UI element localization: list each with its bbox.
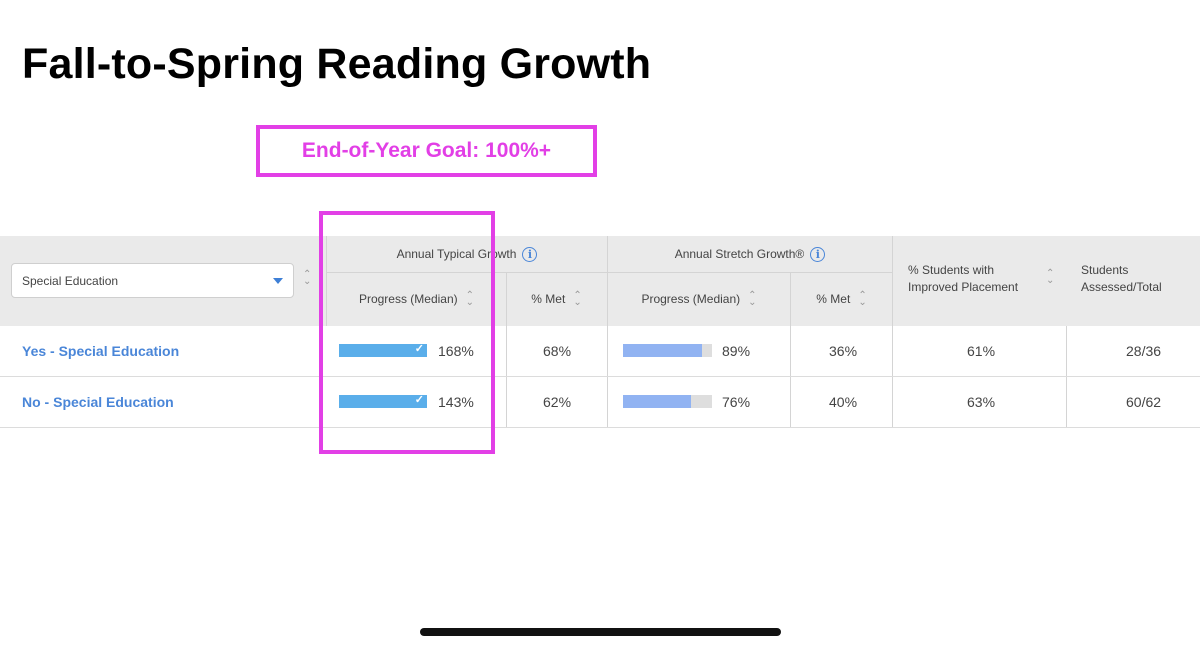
- divider: [1066, 377, 1067, 427]
- divider: [892, 377, 893, 427]
- table-header: Special Education ⌃ ⌄ Annual Typical Grow…: [0, 236, 1200, 326]
- sort-icon[interactable]: ⌃ ⌄: [465, 290, 475, 308]
- column-header-typical-met[interactable]: % Met ⌃ ⌄: [506, 272, 607, 326]
- divider: [892, 236, 893, 326]
- divider: [506, 377, 507, 427]
- table-row: Yes - Special Education ✓ 168% 68% 89% 3…: [0, 326, 1200, 377]
- group-stretch-label: Annual Stretch Growth®: [674, 247, 805, 261]
- divider: [607, 326, 608, 376]
- improved-value: 63%: [967, 394, 996, 410]
- goal-text: End-of-Year Goal: 100%+: [301, 139, 552, 162]
- assessed-value: 60/62: [1126, 394, 1162, 410]
- column-label: Progress (Median): [358, 292, 458, 306]
- goal-callout: End-of-Year Goal: 100%+: [256, 125, 597, 177]
- typical-progress-bar: ✓: [339, 343, 427, 357]
- assessed-value: 28/36: [1126, 343, 1162, 359]
- column-header-assessed[interactable]: Students Assessed/Total: [1081, 262, 1191, 302]
- stretch-progress-bar: [623, 344, 712, 357]
- divider: [607, 236, 608, 326]
- typical-progress-bar: ✓: [339, 394, 427, 408]
- sort-icon[interactable]: ⌃ ⌄: [1046, 268, 1055, 286]
- typical-met-value: 68%: [543, 343, 572, 359]
- stretch-met-value: 40%: [829, 394, 858, 410]
- column-label: % Met: [531, 292, 566, 306]
- filter-select[interactable]: Special Education: [11, 263, 294, 298]
- row-link-no-special-education[interactable]: No - Special Education: [22, 394, 174, 410]
- check-icon: ✓: [414, 343, 424, 355]
- column-header-stretch-met[interactable]: % Met ⌃ ⌄: [791, 272, 892, 326]
- sort-icon[interactable]: ⌃ ⌄: [303, 269, 312, 287]
- improved-value: 61%: [967, 343, 996, 359]
- divider: [506, 272, 507, 326]
- stretch-progress-value: 89%: [722, 343, 751, 359]
- table-row: No - Special Education ✓ 143% 62% 76% 40…: [0, 377, 1200, 428]
- column-label: % Met: [816, 292, 851, 306]
- typical-progress-fill: [339, 344, 427, 357]
- typical-progress-value: 168%: [438, 343, 474, 359]
- divider: [506, 326, 507, 376]
- divider: [326, 236, 327, 326]
- divider: [892, 326, 893, 376]
- divider: [327, 272, 892, 273]
- check-icon: ✓: [414, 394, 424, 406]
- stretch-met-value: 36%: [829, 343, 858, 359]
- column-header-improved[interactable]: % Students with Improved Placement: [908, 262, 1038, 302]
- home-indicator: [420, 628, 781, 636]
- column-label: Students Assessed/Total: [1081, 263, 1162, 294]
- divider: [607, 377, 608, 427]
- info-icon[interactable]: i: [810, 246, 826, 262]
- divider: [790, 272, 791, 326]
- row-link-yes-special-education[interactable]: Yes - Special Education: [22, 343, 180, 359]
- growth-table: Special Education ⌃ ⌄ Annual Typical Grow…: [0, 236, 1200, 428]
- divider: [790, 377, 791, 427]
- info-icon[interactable]: i: [522, 246, 538, 262]
- column-label: Progress (Median): [641, 292, 741, 306]
- group-typical-label: Annual Typical Growth: [396, 247, 517, 261]
- column-header-typical-progress[interactable]: Progress (Median) ⌃ ⌄: [327, 272, 506, 326]
- column-header-stretch-progress[interactable]: Progress (Median) ⌃ ⌄: [608, 272, 790, 326]
- stretch-progress-fill: [623, 395, 691, 408]
- typical-progress-value: 143%: [438, 394, 474, 410]
- divider: [790, 326, 791, 376]
- group-header-stretch: Annual Stretch Growth® i: [608, 236, 892, 272]
- typical-met-value: 62%: [543, 394, 572, 410]
- divider: [1066, 326, 1067, 376]
- stretch-progress-fill: [623, 344, 703, 357]
- filter-select-value: Special Education: [22, 273, 119, 288]
- stretch-progress-bar: [623, 395, 712, 408]
- stretch-progress-value: 76%: [722, 394, 751, 410]
- sort-icon[interactable]: ⌃ ⌄: [573, 290, 582, 308]
- sort-icon[interactable]: ⌃ ⌄: [748, 290, 757, 308]
- sort-icon[interactable]: ⌃ ⌄: [858, 290, 867, 308]
- group-header-typical: Annual Typical Growth i: [327, 236, 607, 272]
- column-label: % Students with Improved Placement: [908, 263, 1019, 294]
- page-title: Fall-to-Spring Reading Growth: [22, 40, 652, 88]
- chevron-down-icon: [273, 278, 283, 284]
- typical-progress-fill: [339, 395, 427, 408]
